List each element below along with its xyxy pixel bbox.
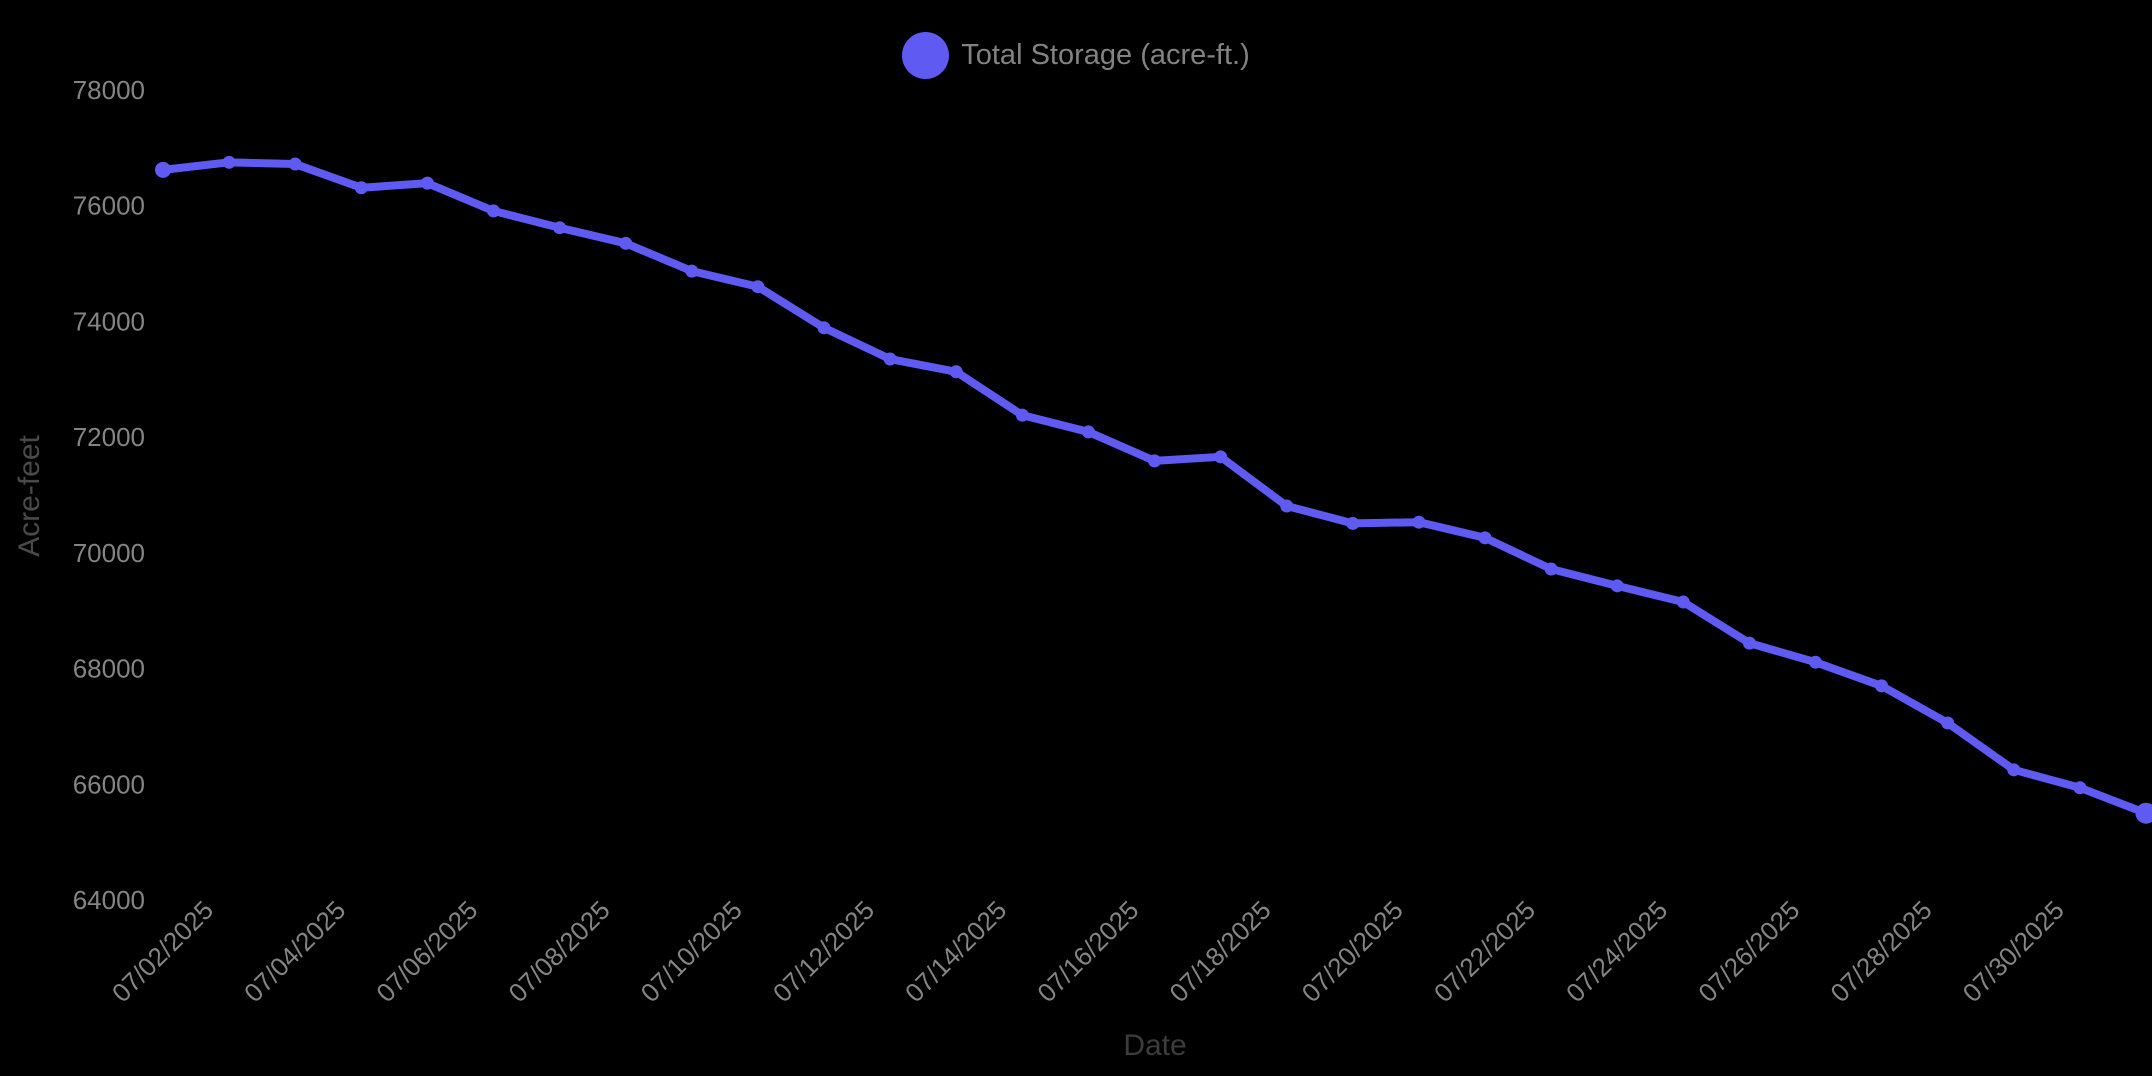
- y-tick-label: 66000: [73, 769, 145, 799]
- data-point[interactable]: [354, 181, 368, 195]
- x-tick-label: 07/06/2025: [370, 895, 483, 1008]
- data-point[interactable]: [1742, 636, 1756, 650]
- data-point[interactable]: [1676, 595, 1690, 609]
- data-point[interactable]: [751, 280, 765, 294]
- data-point[interactable]: [1081, 425, 1095, 439]
- y-tick-label: 76000: [73, 191, 145, 221]
- x-tick-label: 07/10/2025: [635, 895, 748, 1008]
- y-tick-label: 74000: [73, 306, 145, 336]
- data-point[interactable]: [817, 321, 831, 335]
- data-point[interactable]: [1875, 679, 1889, 693]
- x-tick-label: 07/28/2025: [1824, 895, 1937, 1008]
- data-point[interactable]: [619, 236, 633, 250]
- y-tick-label: 68000: [73, 654, 145, 684]
- x-tick-label: 07/24/2025: [1560, 895, 1673, 1008]
- x-tick-label: 07/22/2025: [1428, 895, 1541, 1008]
- data-point[interactable]: [1148, 454, 1161, 468]
- x-tick-label: 07/18/2025: [1163, 895, 1276, 1008]
- y-tick-label: 64000: [73, 885, 145, 915]
- data-point[interactable]: [155, 161, 171, 178]
- data-point[interactable]: [288, 157, 302, 171]
- y-tick-label: 70000: [73, 538, 145, 568]
- data-point[interactable]: [1809, 655, 1822, 669]
- data-point[interactable]: [1346, 516, 1360, 530]
- data-point[interactable]: [949, 365, 963, 379]
- x-tick-label: 07/30/2025: [1957, 895, 2070, 1008]
- x-tick-label: 07/16/2025: [1031, 895, 1144, 1008]
- data-point[interactable]: [487, 204, 500, 218]
- data-point[interactable]: [883, 352, 897, 366]
- data-point[interactable]: [685, 264, 699, 278]
- storage-line: [159, 158, 2150, 818]
- x-tick-label: 07/08/2025: [502, 895, 615, 1008]
- y-axis-title: Acre-feet: [13, 435, 46, 557]
- data-point[interactable]: [2073, 781, 2087, 795]
- data-point[interactable]: [1214, 450, 1228, 464]
- x-tick-label: 07/12/2025: [767, 895, 880, 1008]
- x-tick-label: 07/04/2025: [238, 895, 351, 1008]
- x-tick-label: 07/14/2025: [899, 895, 1012, 1008]
- data-point[interactable]: [1412, 515, 1426, 529]
- data-point[interactable]: [1544, 562, 1558, 576]
- data-point[interactable]: [553, 221, 567, 235]
- data-point[interactable]: [1478, 531, 1492, 545]
- data-point[interactable]: [1280, 499, 1294, 513]
- y-tick-label: 72000: [73, 422, 145, 452]
- data-point[interactable]: [1941, 716, 1955, 730]
- data-point[interactable]: [1610, 579, 1624, 593]
- y-tick-label: 78000: [73, 75, 145, 105]
- data-point[interactable]: [420, 176, 434, 190]
- data-point[interactable]: [2007, 763, 2021, 777]
- data-point[interactable]: [1015, 408, 1029, 422]
- data-point[interactable]: [2135, 802, 2152, 824]
- x-tick-label: 07/20/2025: [1296, 895, 1409, 1008]
- x-axis-title: Date: [1123, 1029, 1187, 1062]
- data-point[interactable]: [222, 155, 236, 169]
- x-tick-label: 07/26/2025: [1692, 895, 1805, 1008]
